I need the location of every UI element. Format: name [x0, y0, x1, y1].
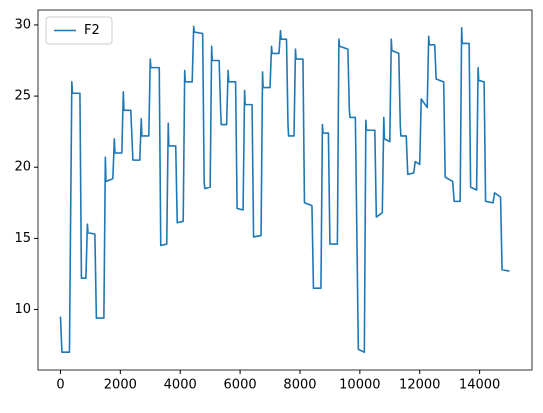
y-tick-label: 25	[14, 89, 31, 104]
legend-label: F2	[84, 23, 100, 38]
x-tick-label: 10000	[339, 378, 380, 393]
legend-box	[45, 16, 113, 45]
y-tick-label: 15	[14, 231, 31, 246]
y-tick-label: 20	[14, 160, 31, 175]
x-tick-label: 0	[56, 378, 64, 393]
x-tick-label: 2000	[104, 378, 137, 393]
x-tick-label: 8000	[283, 378, 316, 393]
x-tick-label: 12000	[399, 378, 440, 393]
y-tick-label: 30	[14, 17, 31, 32]
data-line	[59, 25, 510, 354]
y-tick-label: 10	[14, 302, 31, 317]
x-tick-label: 6000	[224, 378, 257, 393]
axes-frame	[37, 9, 533, 371]
x-tick-label: 4000	[164, 378, 197, 393]
x-tick-label: 14000	[459, 378, 500, 393]
